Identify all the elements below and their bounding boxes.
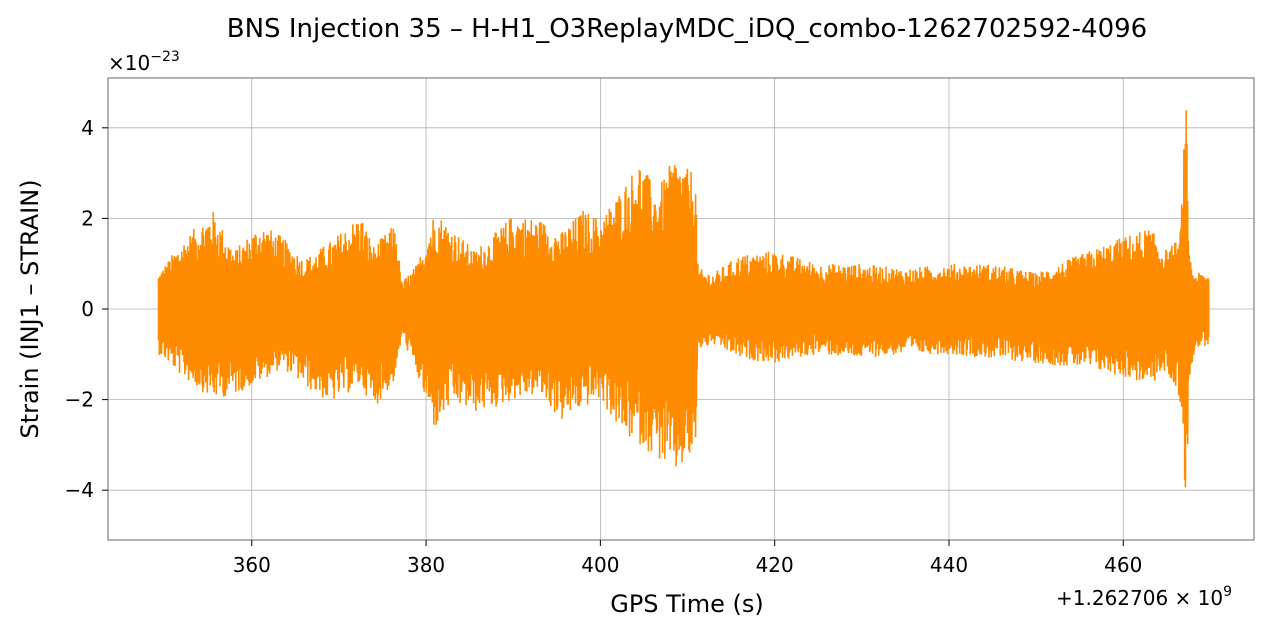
strain-line [157, 110, 1210, 488]
y-tick-label: 4 [81, 116, 94, 140]
x-axis-label: GPS Time (s) [610, 590, 764, 618]
x-tick-label: 400 [581, 553, 619, 577]
y-axis-ticks: −4 −2 0 2 4 [65, 116, 108, 502]
y-tick-label: 0 [81, 297, 94, 321]
strain-series [157, 110, 1210, 488]
x-tick-label: 460 [1104, 553, 1142, 577]
x-tick-label: 420 [756, 553, 794, 577]
x-tick-label: 360 [233, 553, 271, 577]
y-axis-label: Strain (INJ1 – STRAIN) [16, 179, 44, 438]
x-tick-label: 440 [930, 553, 968, 577]
y-tick-label: 2 [81, 206, 94, 230]
x-tick-label: 380 [407, 553, 445, 577]
y-tick-label: −2 [65, 388, 94, 412]
y-tick-label: −4 [65, 478, 94, 502]
x-axis-offset: +1.262706 × 109 [1056, 584, 1232, 610]
x-axis-ticks: 360 380 400 420 440 460 [233, 540, 1142, 577]
chart-title: BNS Injection 35 – H-H1_O3ReplayMDC_iDQ_… [227, 14, 1147, 44]
y-axis-multiplier: ×10−23 [108, 49, 180, 75]
